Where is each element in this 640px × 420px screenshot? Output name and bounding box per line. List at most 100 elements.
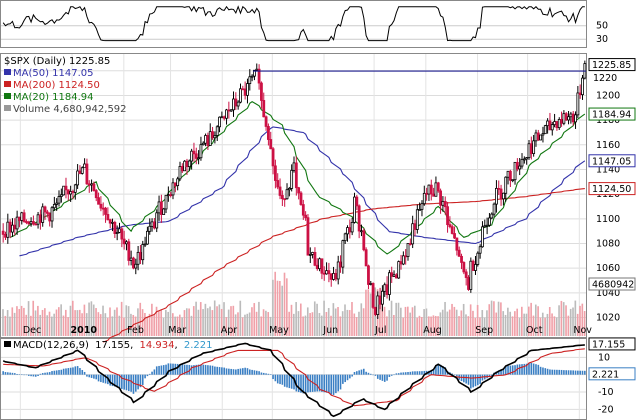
macd-legend-value: 17.155 — [95, 340, 130, 351]
volume-bar — [2, 309, 4, 336]
x-tick-label: Dec — [23, 325, 41, 336]
candle-body — [576, 92, 580, 116]
macd-histogram-bar — [409, 371, 412, 375]
volume-bar — [218, 304, 221, 336]
candle-body — [397, 261, 401, 279]
macd-histogram-bar — [258, 371, 260, 375]
macd-histogram-bar — [9, 372, 11, 375]
macd-histogram-bar — [141, 374, 144, 385]
volume-bar — [313, 301, 316, 336]
macd-histogram-bar — [211, 365, 214, 375]
candle-body — [1, 230, 5, 235]
candle-body — [306, 217, 310, 256]
macd-histogram-bar — [86, 374, 88, 377]
macd-legend-hist: 2.221 — [184, 340, 213, 351]
macd-histogram-bar — [560, 369, 563, 375]
candle-body — [178, 166, 182, 180]
macd-histogram-bar — [93, 374, 95, 379]
volume-bar — [518, 317, 521, 336]
price-last-tag-box — [588, 58, 636, 72]
volume-bar — [402, 317, 404, 336]
candle-body — [534, 132, 538, 142]
macd-histogram-bar — [200, 364, 202, 375]
macd-histogram-bar — [411, 371, 414, 375]
macd-value-tag: 17.155 — [592, 339, 625, 350]
macd-histogram-bar — [351, 374, 353, 377]
candle-body — [143, 243, 147, 246]
volume-bar — [88, 302, 90, 336]
macd-histogram-bar — [169, 363, 172, 375]
candle-body — [413, 223, 417, 230]
candle-body — [6, 221, 10, 238]
volume-bar — [192, 306, 195, 336]
candle-body — [129, 257, 133, 261]
volume-bar — [290, 304, 293, 336]
macd-histogram-bar — [251, 369, 253, 375]
volume-bar — [583, 311, 586, 336]
macd-histogram-bar — [423, 370, 426, 375]
macd-value-tag-box — [588, 337, 636, 351]
candle-body — [357, 205, 361, 232]
candle-body — [34, 223, 38, 226]
macd-histogram-bar — [511, 365, 514, 375]
volume-bar — [455, 309, 458, 336]
candle-body — [73, 184, 77, 193]
candle-body — [64, 185, 68, 191]
macd-histogram-bar — [109, 374, 111, 386]
macd-histogram-bar — [176, 363, 179, 375]
candle-body — [69, 191, 73, 195]
candle-body — [532, 140, 536, 154]
candle-body — [392, 274, 396, 277]
candle-body — [511, 179, 515, 182]
volume-bar — [432, 315, 435, 336]
candle-body — [371, 283, 375, 308]
volume-bar — [74, 310, 76, 336]
macd-histogram-bar — [267, 373, 270, 375]
candle-body — [495, 187, 498, 205]
macd-histogram-bar — [34, 374, 37, 377]
volume-bar — [332, 303, 335, 336]
volume-bar — [383, 306, 386, 336]
volume-bar — [69, 305, 72, 336]
macd-histogram-bar — [439, 364, 442, 375]
candle-body — [36, 214, 40, 225]
macd-histogram-bar — [558, 369, 561, 375]
price-tick-label: 1060 — [596, 263, 620, 274]
volume-bar — [234, 314, 237, 336]
candle-body — [225, 109, 228, 119]
volume-bar — [109, 307, 111, 336]
candle-body — [301, 204, 305, 216]
candle-body — [574, 114, 577, 123]
volume-bar — [116, 307, 118, 336]
volume-bar — [181, 317, 183, 336]
volume-bar — [476, 304, 479, 336]
candle-body — [374, 306, 377, 315]
x-tick-label: Jul — [374, 325, 386, 336]
volume-bar — [295, 302, 297, 336]
macd-histogram-bar — [316, 374, 319, 392]
candle-body — [471, 260, 475, 271]
macd-histogram-bar — [183, 364, 186, 375]
volume-bar — [183, 310, 186, 336]
macd-histogram-bar — [195, 364, 198, 375]
candle-body — [122, 238, 126, 245]
price-tick-label: 1040 — [596, 288, 620, 299]
volume-bar — [446, 311, 449, 336]
candle-body — [29, 221, 33, 225]
macd-histogram-bar — [69, 367, 72, 375]
volume-bar — [427, 316, 430, 336]
volume-bar — [144, 312, 146, 336]
candle-body — [297, 187, 301, 194]
volume-bar — [388, 310, 391, 336]
macd-histogram-bar — [402, 372, 405, 375]
candle-body — [264, 116, 268, 127]
volume-bar — [102, 305, 104, 336]
macd-tick-label: -20 — [598, 404, 614, 415]
volume-bar — [32, 300, 35, 336]
candle-body — [197, 157, 201, 160]
candle-body — [253, 69, 256, 77]
candle-body — [294, 162, 298, 189]
candle-body — [418, 208, 422, 211]
candle-body — [506, 170, 510, 178]
candle-body — [194, 153, 198, 159]
